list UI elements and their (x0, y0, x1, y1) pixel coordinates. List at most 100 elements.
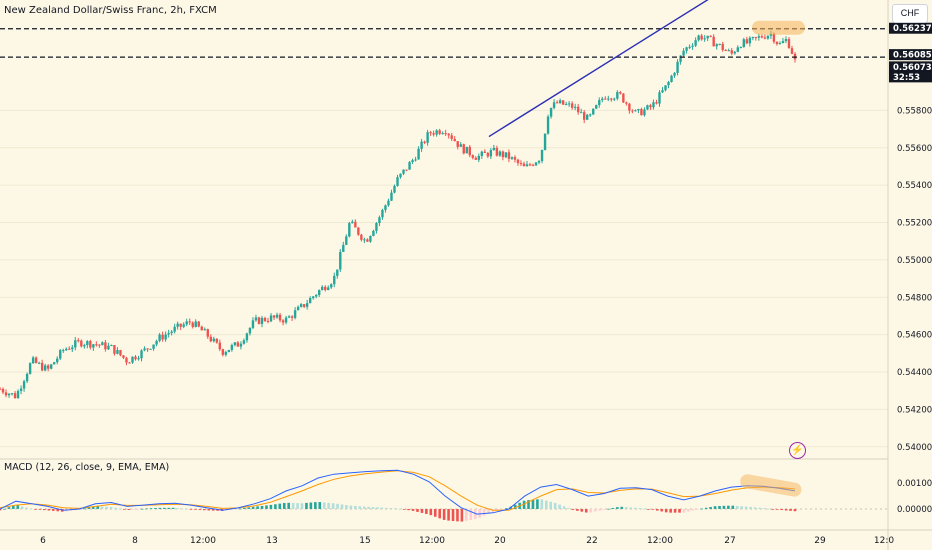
candle-body (191, 322, 194, 327)
trendline (488, 0, 709, 138)
candle-body (236, 342, 240, 347)
macd-tick-label: 0.00100 (897, 479, 932, 489)
macd-histogram-bar (234, 508, 237, 510)
candle-body (661, 90, 664, 93)
candle-body (95, 344, 98, 346)
macd-histogram-bar (96, 506, 100, 509)
candle-body (314, 294, 318, 297)
macd-histogram-bar (260, 505, 264, 509)
lightning-icon[interactable]: ⚡ (789, 442, 806, 459)
candle-body (522, 163, 526, 167)
candle-body (727, 50, 730, 52)
currency-button[interactable]: CHF (892, 4, 928, 23)
macd-histogram-bar (749, 506, 752, 509)
candle-body (28, 363, 32, 374)
price-label-box (889, 49, 932, 61)
candle-body (667, 82, 670, 86)
candle-body (673, 72, 676, 76)
candle-body (348, 223, 351, 237)
macd-histogram-bar (420, 508, 424, 513)
macd-histogram-bar (536, 499, 539, 509)
macd-histogram-bar (402, 508, 406, 510)
candle-body (631, 110, 634, 112)
macd-histogram-bar (20, 506, 24, 509)
time-tick-label: 6 (40, 536, 46, 546)
macd-histogram-bar (180, 508, 184, 510)
macd-histogram-bar (331, 503, 335, 509)
candle-body (676, 61, 679, 73)
candle-body (378, 217, 381, 224)
candle-body (80, 340, 83, 347)
time-tick-label: 12:0 (874, 536, 894, 546)
macd-histogram-bar (336, 503, 339, 509)
candle-body (579, 112, 583, 114)
price-label-box (889, 61, 932, 73)
macd-histogram-bar (487, 508, 490, 514)
candle-body (393, 185, 396, 193)
macd-histogram-bar (780, 508, 783, 511)
candle-body (576, 106, 580, 113)
candle-body (399, 173, 402, 178)
candle-body (245, 333, 249, 341)
macd-histogram-bar (695, 508, 699, 510)
macd-histogram-bar (398, 508, 402, 510)
macd-histogram-bar (589, 508, 592, 513)
time-tick-label: 12:00 (419, 536, 445, 546)
macd-histogram-bar (647, 508, 650, 510)
macd-histogram-bar (638, 508, 641, 510)
candle-body (438, 130, 441, 134)
candle-body (269, 315, 273, 322)
highlight-marker (752, 20, 805, 35)
candle-body (10, 393, 14, 395)
time-tick-label: 13 (266, 536, 277, 546)
candle-body (4, 392, 8, 396)
candle-body (652, 102, 655, 108)
macd-histogram-bar (185, 508, 188, 510)
macd-histogram-bar (460, 508, 464, 522)
macd-histogram-bar (251, 506, 255, 509)
candle-body (215, 338, 219, 343)
candle-body (209, 336, 212, 342)
candle-body (583, 112, 586, 120)
candle-body (724, 49, 727, 51)
candle-body (483, 151, 487, 153)
candle-body (254, 317, 258, 321)
macd-histogram-bar (416, 508, 419, 512)
macd-histogram-bar (482, 508, 486, 516)
candle-body (760, 36, 764, 38)
time-tick-label: 29 (814, 536, 826, 546)
macd-histogram-bar (25, 507, 28, 509)
macd-histogram-bar (451, 508, 455, 521)
candle-body (700, 35, 703, 40)
macd-histogram-bar (527, 500, 530, 509)
candle-body (567, 103, 571, 105)
macd-histogram-bar (456, 508, 459, 522)
candle-body (68, 348, 71, 350)
candle-body (643, 109, 646, 116)
candle-body (107, 345, 110, 350)
candle-body (290, 316, 294, 318)
candle-body (7, 393, 11, 396)
candle-body (146, 348, 149, 350)
candle-body (655, 102, 658, 104)
macd-histogram-bar (12, 505, 15, 509)
candle-body (122, 355, 125, 358)
macd-histogram-bar (576, 508, 579, 511)
candle-body (573, 106, 577, 108)
candle-body (411, 160, 414, 163)
macd-histogram-bar (789, 508, 792, 511)
macd-histogram-bar (673, 508, 677, 513)
candle-body (86, 341, 89, 346)
macd-histogram-bar (0, 508, 2, 511)
macd-histogram-bar (691, 508, 695, 511)
candle-body (305, 303, 309, 307)
macd-histogram-bar (704, 507, 708, 509)
candle-body (251, 320, 255, 328)
candle-body (119, 350, 122, 356)
macd-histogram-bar (584, 508, 588, 513)
candle-body (74, 340, 77, 348)
macd-histogram-bar (558, 504, 561, 509)
candle-body (194, 321, 197, 327)
